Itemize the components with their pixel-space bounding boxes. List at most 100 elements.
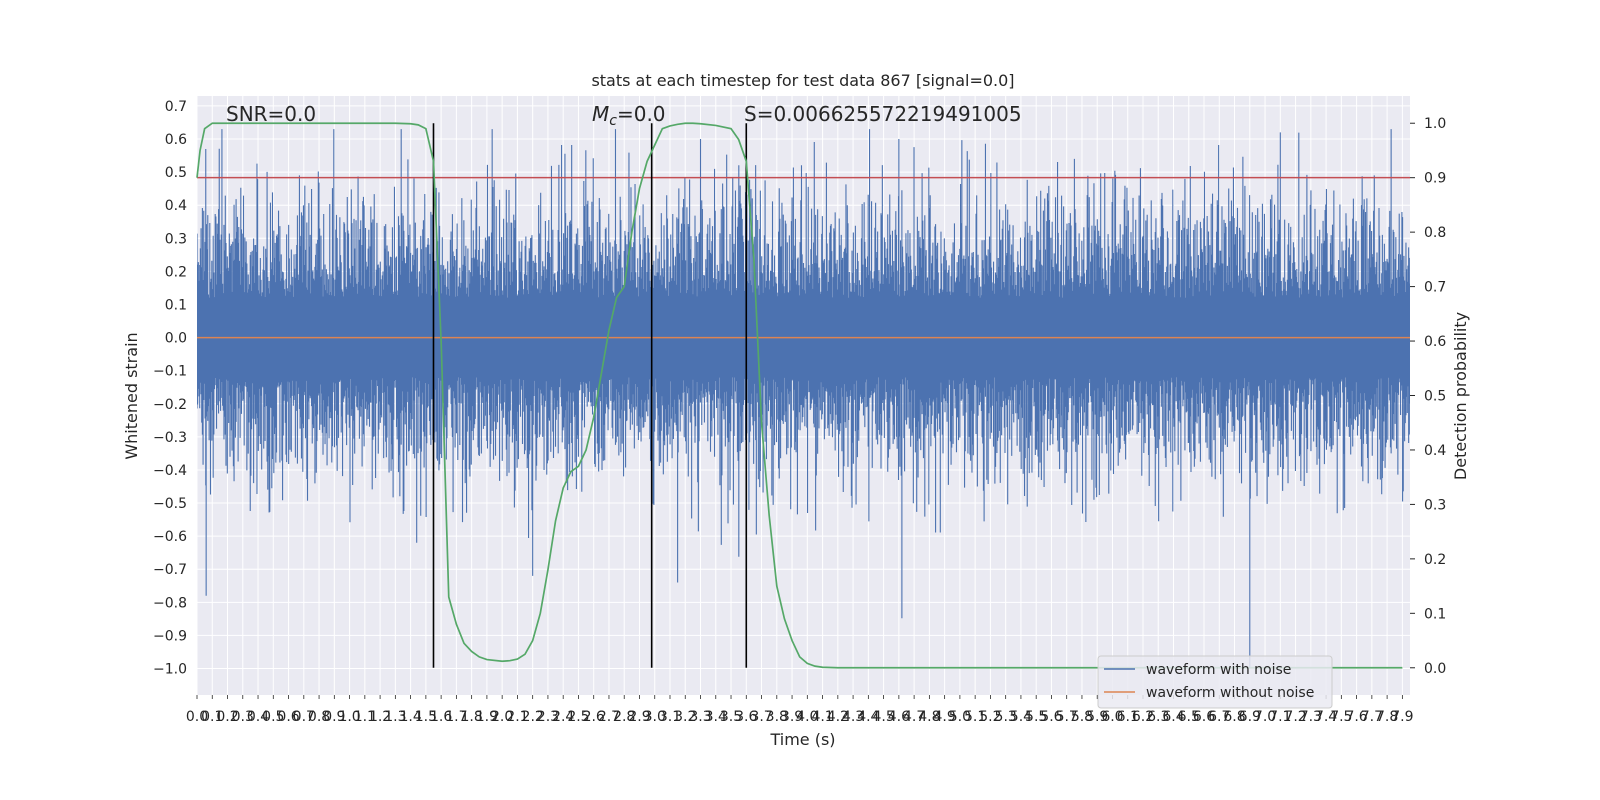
y-tick-label-right: 0.8 — [1424, 225, 1446, 241]
x-tick-label: 5.3 — [995, 709, 1017, 725]
s-annotation: S=0.006625572219491005 — [744, 102, 1022, 126]
x-tick-label: 3.2 — [674, 709, 696, 725]
x-tick-label: 2.8 — [613, 709, 635, 725]
x-tick-label: 0.3 — [232, 709, 254, 725]
y-tick-label-right: 1.0 — [1424, 116, 1446, 132]
x-tick-label: 3.0 — [644, 709, 666, 725]
y-tick-label-left: −0.2 — [153, 397, 187, 413]
x-tick-label: 7.2 — [1284, 709, 1306, 725]
x-tick-label: 3.4 — [705, 709, 727, 725]
x-tick-label: 3.3 — [689, 709, 711, 725]
mc-symbol: M — [592, 102, 609, 126]
x-tick-label: 6.2 — [1132, 709, 1154, 725]
x-tick-label: 0.0 — [186, 709, 208, 725]
x-tick-label: 5.2 — [979, 709, 1001, 725]
x-tick-label: 2.0 — [491, 709, 513, 725]
y-tick-label-right: 0.0 — [1424, 661, 1446, 677]
x-tick-label: 6.1 — [1117, 709, 1139, 725]
x-tick-label: 3.9 — [781, 709, 803, 725]
y-tick-label-left: 0.7 — [165, 99, 187, 115]
chirp-mass-annotation: Mc=0.0 — [592, 102, 666, 129]
x-tick-label: 1.3 — [384, 709, 406, 725]
y-tick-label-right: 0.9 — [1424, 171, 1446, 187]
y-tick-label-left: −0.9 — [153, 628, 187, 644]
x-tick-label: 2.7 — [598, 709, 620, 725]
y-tick-label-left: −0.8 — [153, 595, 187, 611]
x-tick-label: 5.4 — [1010, 709, 1032, 725]
x-tick-label: 7.5 — [1330, 709, 1352, 725]
x-tick-label: 1.9 — [476, 709, 498, 725]
y-axis-label-left: Whitened strain — [122, 332, 141, 459]
x-tick-label: 3.6 — [735, 709, 757, 725]
x-tick-label: 5.8 — [1071, 709, 1093, 725]
y-tick-label-right: 0.4 — [1424, 443, 1446, 459]
y-tick-label-left: −0.3 — [153, 430, 187, 446]
x-tick-label: 7.9 — [1391, 709, 1413, 725]
y-tick-label-left: 0.5 — [165, 165, 187, 181]
y-tick-label-left: 0.4 — [165, 198, 187, 214]
x-tick-label: 6.3 — [1147, 709, 1169, 725]
x-tick-label: 4.2 — [827, 709, 849, 725]
x-tick-label: 0.6 — [277, 709, 299, 725]
y-tick-label-left: −0.6 — [153, 529, 187, 545]
x-tick-label: 3.1 — [659, 709, 681, 725]
x-axis-label: Time (s) — [769, 730, 835, 749]
x-tick-label: 5.1 — [964, 709, 986, 725]
waveform-noise-trace — [197, 129, 1410, 669]
y-tick-labels-right: 1.0 0.9 0.8 0.7 0.6 0.5 0.4 0.3 0.2 0.1 0.0 — [1410, 116, 1446, 677]
y-tick-label-right: 0.2 — [1424, 552, 1446, 568]
mc-subscript: c — [609, 113, 617, 129]
x-tick-label: 4.6 — [888, 709, 910, 725]
x-tick-label: 2.1 — [506, 709, 528, 725]
x-tick-label: 0.4 — [247, 709, 269, 725]
x-tick-label: 4.8 — [918, 709, 940, 725]
x-tick-label: 5.7 — [1056, 709, 1078, 725]
x-tick-label: 6.9 — [1239, 709, 1261, 725]
x-tick-labels: 0.00.10.20.30.40.50.60.70.80.91.01.11.21… — [186, 695, 1414, 725]
y-tick-label-left: 0.3 — [165, 231, 187, 247]
x-tick-label: 2.6 — [583, 709, 605, 725]
series-detection-probability — [196, 122, 1403, 669]
vertical-markers — [432, 123, 748, 668]
y-tick-label-left: 0.6 — [165, 132, 187, 148]
x-tick-label: 6.0 — [1101, 709, 1123, 725]
y-tick-label-right: 0.6 — [1424, 334, 1446, 350]
y-tick-label-left: −0.5 — [153, 496, 187, 512]
chart-title: stats at each timestep for test data 867… — [591, 71, 1014, 90]
y-tick-label-right: 0.7 — [1424, 280, 1446, 296]
x-tick-label: 0.7 — [293, 709, 315, 725]
x-tick-label: 0.2 — [216, 709, 238, 725]
x-tick-label: 4.0 — [796, 709, 818, 725]
y-tick-label-right: 0.3 — [1424, 497, 1446, 513]
x-tick-label: 1.4 — [399, 709, 421, 725]
x-tick-label: 5.5 — [1025, 709, 1047, 725]
y-axis-label-right: Detection probability — [1451, 312, 1470, 480]
x-tick-label: 5.0 — [949, 709, 971, 725]
x-tick-label: 7.6 — [1345, 709, 1367, 725]
x-tick-label: 0.8 — [308, 709, 330, 725]
x-tick-label: 7.8 — [1376, 709, 1398, 725]
y-tick-label-right: 0.5 — [1424, 389, 1446, 405]
x-tick-label: 5.6 — [1040, 709, 1062, 725]
x-tick-label: 6.6 — [1193, 709, 1215, 725]
x-tick-label: 7.1 — [1269, 709, 1291, 725]
x-tick-label: 0.5 — [262, 709, 284, 725]
x-tick-label: 6.7 — [1208, 709, 1230, 725]
x-tick-label: 3.8 — [766, 709, 788, 725]
x-tick-label: 4.7 — [903, 709, 925, 725]
x-tick-label: 6.5 — [1178, 709, 1200, 725]
x-tick-label: 0.9 — [323, 709, 345, 725]
series-waveform-with-noise — [197, 129, 1410, 669]
y-tick-label-left: −0.4 — [153, 463, 187, 479]
y-tick-label-left: −0.7 — [153, 562, 187, 578]
mc-value: =0.0 — [617, 102, 666, 126]
x-tick-label: 6.4 — [1162, 709, 1184, 725]
x-tick-label: 3.5 — [720, 709, 742, 725]
x-tick-label: 1.5 — [415, 709, 437, 725]
y-tick-label-right: 0.1 — [1424, 606, 1446, 622]
snr-annotation: SNR=0.0 — [226, 102, 316, 126]
x-tick-label: 1.0 — [338, 709, 360, 725]
x-tick-label: 5.9 — [1086, 709, 1108, 725]
x-tick-label: 7.0 — [1254, 709, 1276, 725]
